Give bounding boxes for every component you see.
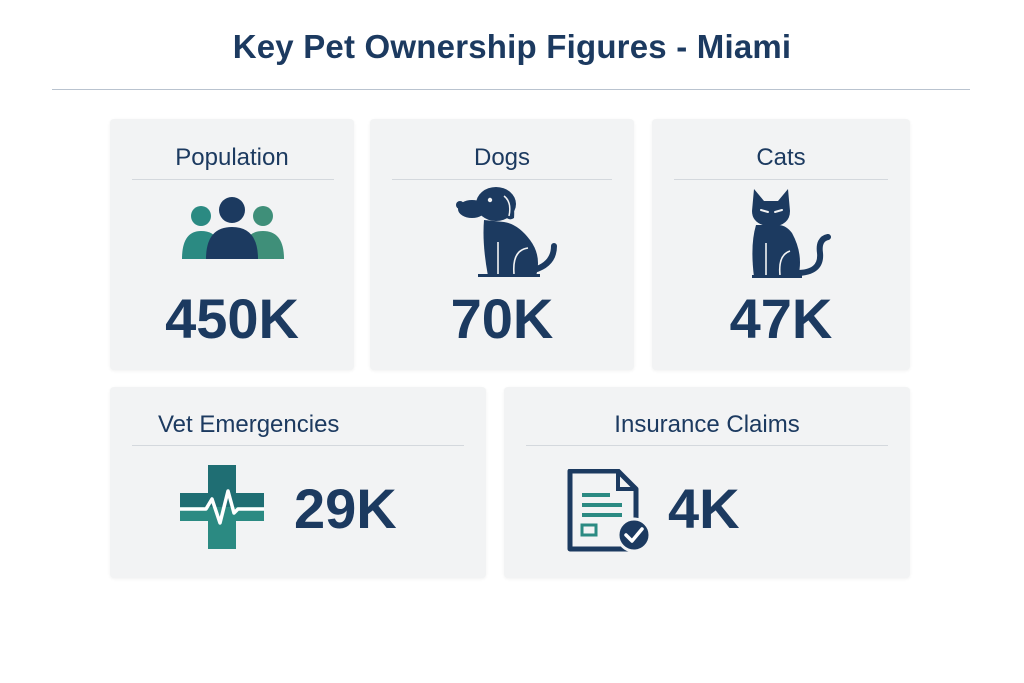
- card-label: Cats: [756, 144, 806, 171]
- card-value: 70K: [450, 287, 554, 350]
- card-value: 450K: [165, 287, 299, 350]
- card-value: 29K: [294, 477, 397, 540]
- card-vet-emergencies: Vet Emergencies 29K: [110, 387, 486, 578]
- medical-cross-heartbeat-icon: [180, 465, 264, 549]
- cat-icon: [752, 189, 831, 278]
- card-label: Insurance Claims: [614, 411, 800, 438]
- dog-icon: [456, 187, 557, 277]
- title-divider: [52, 89, 970, 90]
- card-label: Dogs: [473, 144, 531, 171]
- card-divider: [132, 445, 464, 446]
- page-title: Key Pet Ownership Figures - Miami: [232, 28, 792, 65]
- card-divider: [392, 179, 612, 180]
- card-divider: [132, 179, 334, 180]
- card-value: 4K: [668, 477, 740, 540]
- people-group-icon: [182, 197, 284, 259]
- card-divider: [674, 179, 888, 180]
- insurance-claim-document-icon: [567, 469, 652, 553]
- card-label: Vet Emergencies: [158, 411, 340, 438]
- card-cats: Cats 47K: [652, 119, 910, 370]
- card-population: Population 450K: [110, 119, 354, 370]
- card-dogs: Dogs 70K: [370, 119, 634, 370]
- card-value: 47K: [729, 287, 833, 350]
- card-label: Population: [175, 144, 289, 171]
- card-divider: [526, 445, 888, 446]
- card-insurance-claims: Insurance Claims 4K: [504, 387, 910, 578]
